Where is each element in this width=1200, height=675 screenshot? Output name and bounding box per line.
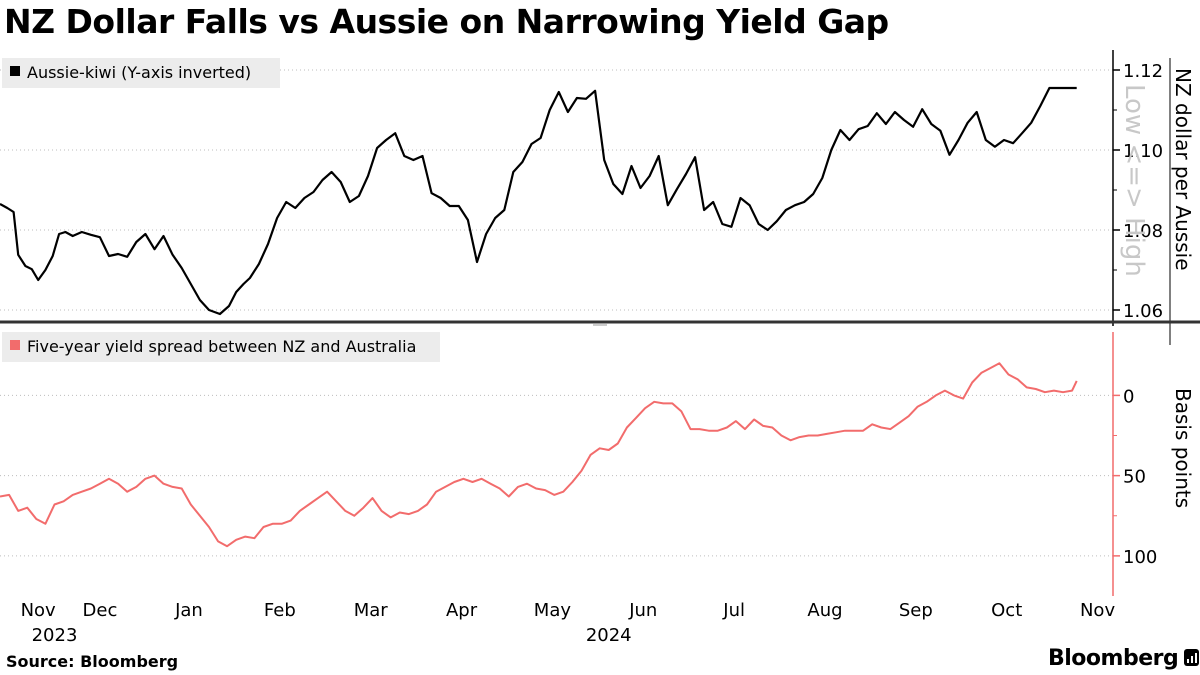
y-tick-label: 0 xyxy=(1123,386,1134,407)
brand-wordmark: Bloomberg xyxy=(1048,646,1179,671)
yield-spread-line xyxy=(0,362,1078,548)
top-y-axis-title: NZ dollar per Aussie xyxy=(1171,68,1195,271)
bottom-legend-box xyxy=(2,332,440,362)
x-year-label: 2023 xyxy=(32,625,78,646)
y-tick-label: 50 xyxy=(1123,467,1146,488)
x-year-label: 2024 xyxy=(586,625,632,646)
y-tick-label: 1.10 xyxy=(1123,141,1163,162)
top-gridlines xyxy=(0,69,1113,311)
x-tick-label: Jul xyxy=(722,600,745,621)
bottom-legend-label: Five-year yield spread between NZ and Au… xyxy=(27,337,416,356)
top-legend-label: Aussie-kiwi (Y-axis inverted) xyxy=(27,63,251,82)
y-tick-label: 1.06 xyxy=(1123,301,1163,322)
y-tick-label: 1.08 xyxy=(1123,221,1163,242)
x-axis: Nov Dec Jan Feb Mar Apr May Jun Jul Aug Sep Oct Nov 2… xyxy=(21,600,1116,646)
y-tick-label: 100 xyxy=(1123,547,1157,568)
x-tick-label: Feb xyxy=(264,600,296,621)
bottom-y-axis-title: Basis points xyxy=(1171,388,1195,508)
bottom-gridlines xyxy=(0,394,1113,557)
aussie-kiwi-line xyxy=(0,86,1077,316)
y-tick-label: 1.12 xyxy=(1123,61,1163,82)
bottom-y-ticks: 0 50 100 xyxy=(1113,386,1157,568)
top-legend-box xyxy=(2,58,280,88)
top-y-ticks: 1.06 1.08 1.10 1.12 xyxy=(1113,61,1163,322)
chart-title: NZ Dollar Falls vs Aussie on Narrowing Y… xyxy=(4,2,889,41)
x-tick-label: Dec xyxy=(83,600,118,621)
x-tick-label: Aug xyxy=(807,600,842,621)
top-panel: Aussie-kiwi (Y-axis inverted) 1.061.081.… xyxy=(0,50,1195,345)
top-legend-swatch xyxy=(10,66,20,76)
x-tick-label: Apr xyxy=(446,600,478,621)
x-tick-label: Oct xyxy=(991,600,1022,621)
source-note: Source: Bloomberg xyxy=(6,652,179,671)
x-tick-label: Nov xyxy=(1080,600,1115,621)
bloomberg-terminal-icon xyxy=(1184,649,1200,666)
x-tick-label: Nov xyxy=(21,600,56,621)
x-tick-label: May xyxy=(534,600,572,621)
bloomberg-logo: Bloomberg xyxy=(1048,646,1200,671)
inverted-axis-hint: Low <=> High xyxy=(1119,84,1149,277)
x-tick-label: Jan xyxy=(174,600,203,621)
x-tick-label: Mar xyxy=(354,600,389,621)
bottom-legend-swatch xyxy=(10,340,20,350)
x-tick-label: Jun xyxy=(628,600,657,621)
bottom-panel: Five-year yield spread between NZ and Au… xyxy=(0,332,1195,596)
x-tick-label: Sep xyxy=(899,600,933,621)
